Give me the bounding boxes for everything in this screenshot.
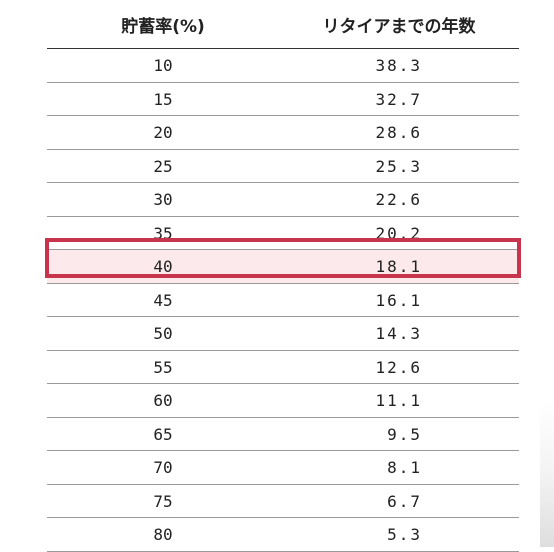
- table-row: 35 20.2: [47, 217, 519, 250]
- table-row: 25 25.3: [47, 150, 519, 183]
- cell-years: 18.1: [375, 257, 422, 276]
- savings-rate-table: 貯蓄率(%) リタイアまでの年数 10 38.3 15 32.7 20 28.6…: [47, 0, 519, 552]
- cell-years: 32.7: [375, 89, 422, 109]
- cell-years: 11.1: [375, 391, 422, 410]
- table-row-highlighted: 40 18.1: [47, 250, 519, 284]
- cell-savings-rate: 80: [153, 525, 173, 544]
- cell-years: 16.1: [375, 290, 422, 310]
- table-row: 10 38.3: [47, 49, 519, 83]
- table-row: 55 12.6: [47, 351, 519, 384]
- table-row: 20 28.6: [47, 116, 519, 150]
- table-row: 45 16.1: [47, 284, 519, 317]
- table-row: 50 14.3: [47, 317, 519, 351]
- cell-savings-rate: 25: [153, 156, 173, 176]
- cell-savings-rate: 40: [153, 257, 173, 276]
- table-card: 貯蓄率(%) リタイアまでの年数 10 38.3 15 32.7 20 28.6…: [45, 17, 521, 552]
- cell-savings-rate: 60: [153, 391, 173, 410]
- header-years-to-retire: リタイアまでの年数: [322, 17, 476, 37]
- cell-years: 20.2: [375, 223, 422, 243]
- cell-years: 38.3: [375, 56, 422, 75]
- cell-savings-rate: 35: [153, 223, 173, 243]
- cell-savings-rate: 45: [153, 290, 173, 310]
- cell-savings-rate: 20: [153, 123, 173, 142]
- cell-years: 12.6: [375, 357, 422, 377]
- cell-years: 28.6: [375, 123, 422, 142]
- header-savings-rate: 貯蓄率(%): [121, 17, 205, 37]
- table-header-row: 貯蓄率(%) リタイアまでの年数: [47, 0, 519, 49]
- cell-years: 9.5: [387, 424, 422, 444]
- cell-savings-rate: 30: [153, 190, 173, 209]
- cell-savings-rate: 55: [153, 357, 173, 377]
- cell-years: 6.7: [387, 491, 422, 511]
- table-row: 75 6.7: [47, 485, 519, 518]
- cell-years: 5.3: [387, 525, 422, 544]
- table-row: 65 9.5: [47, 418, 519, 451]
- cell-savings-rate: 10: [153, 56, 173, 75]
- cell-years: 14.3: [375, 324, 422, 343]
- table-row: 70 8.1: [47, 451, 519, 485]
- table-row: 80 5.3: [47, 518, 519, 552]
- cell-savings-rate: 50: [153, 324, 173, 343]
- table-row: 60 11.1: [47, 384, 519, 418]
- cell-savings-rate: 15: [153, 89, 173, 109]
- table-row: 15 32.7: [47, 83, 519, 116]
- cell-years: 25.3: [375, 156, 422, 176]
- cell-years: 22.6: [375, 190, 422, 209]
- cell-savings-rate: 70: [153, 458, 173, 477]
- cell-savings-rate: 65: [153, 424, 173, 444]
- table-row: 30 22.6: [47, 183, 519, 217]
- cell-years: 8.1: [387, 458, 422, 477]
- cell-savings-rate: 75: [153, 491, 173, 511]
